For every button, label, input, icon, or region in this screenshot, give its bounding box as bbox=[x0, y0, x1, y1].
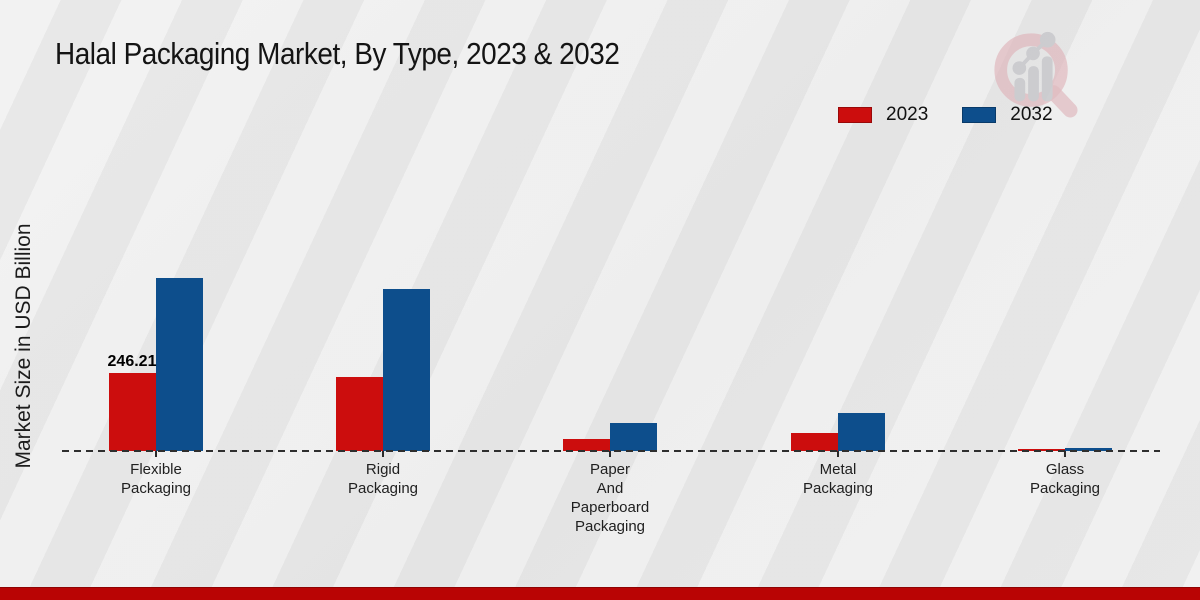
bar-2023-1 bbox=[336, 377, 383, 451]
x-axis-dashed-baseline bbox=[62, 450, 1160, 452]
x-tick-0 bbox=[155, 451, 157, 457]
category-label-1: Rigid Packaging bbox=[347, 461, 419, 497]
bar-2032-0 bbox=[156, 278, 203, 451]
x-tick-4 bbox=[1064, 451, 1066, 457]
legend-swatch-2023 bbox=[838, 107, 872, 123]
bar-value-label: 246.21 bbox=[107, 353, 157, 370]
legend-label-2032: 2032 bbox=[1010, 104, 1053, 125]
bar-2023-2 bbox=[563, 439, 610, 451]
footer-accent-band bbox=[0, 587, 1200, 600]
magnifier-bar-chart-logo bbox=[994, 31, 1078, 118]
bar-2032-1 bbox=[383, 289, 430, 451]
category-label-3: Metal Packaging bbox=[802, 461, 874, 497]
bar-2032-2 bbox=[610, 423, 657, 451]
category-label-4: Glass Packaging bbox=[1029, 461, 1101, 497]
legend: 2023 2032 bbox=[838, 104, 1075, 126]
legend-label-2023: 2023 bbox=[886, 104, 929, 125]
category-label-0: Flexible Packaging bbox=[120, 461, 192, 497]
x-tick-1 bbox=[382, 451, 384, 457]
category-label-2: Paper And Paperboard Packaging bbox=[570, 461, 650, 535]
bar-2032-3 bbox=[838, 413, 885, 451]
chart-title: Halal Packaging Market, By Type, 2023 & … bbox=[55, 36, 620, 71]
bar-2032-4 bbox=[1065, 448, 1112, 451]
legend-swatch-2032 bbox=[962, 107, 997, 123]
bar-2023-3 bbox=[791, 433, 838, 451]
x-tick-3 bbox=[837, 451, 839, 457]
x-tick-2 bbox=[609, 451, 611, 457]
bar-2023-0 bbox=[109, 373, 156, 451]
